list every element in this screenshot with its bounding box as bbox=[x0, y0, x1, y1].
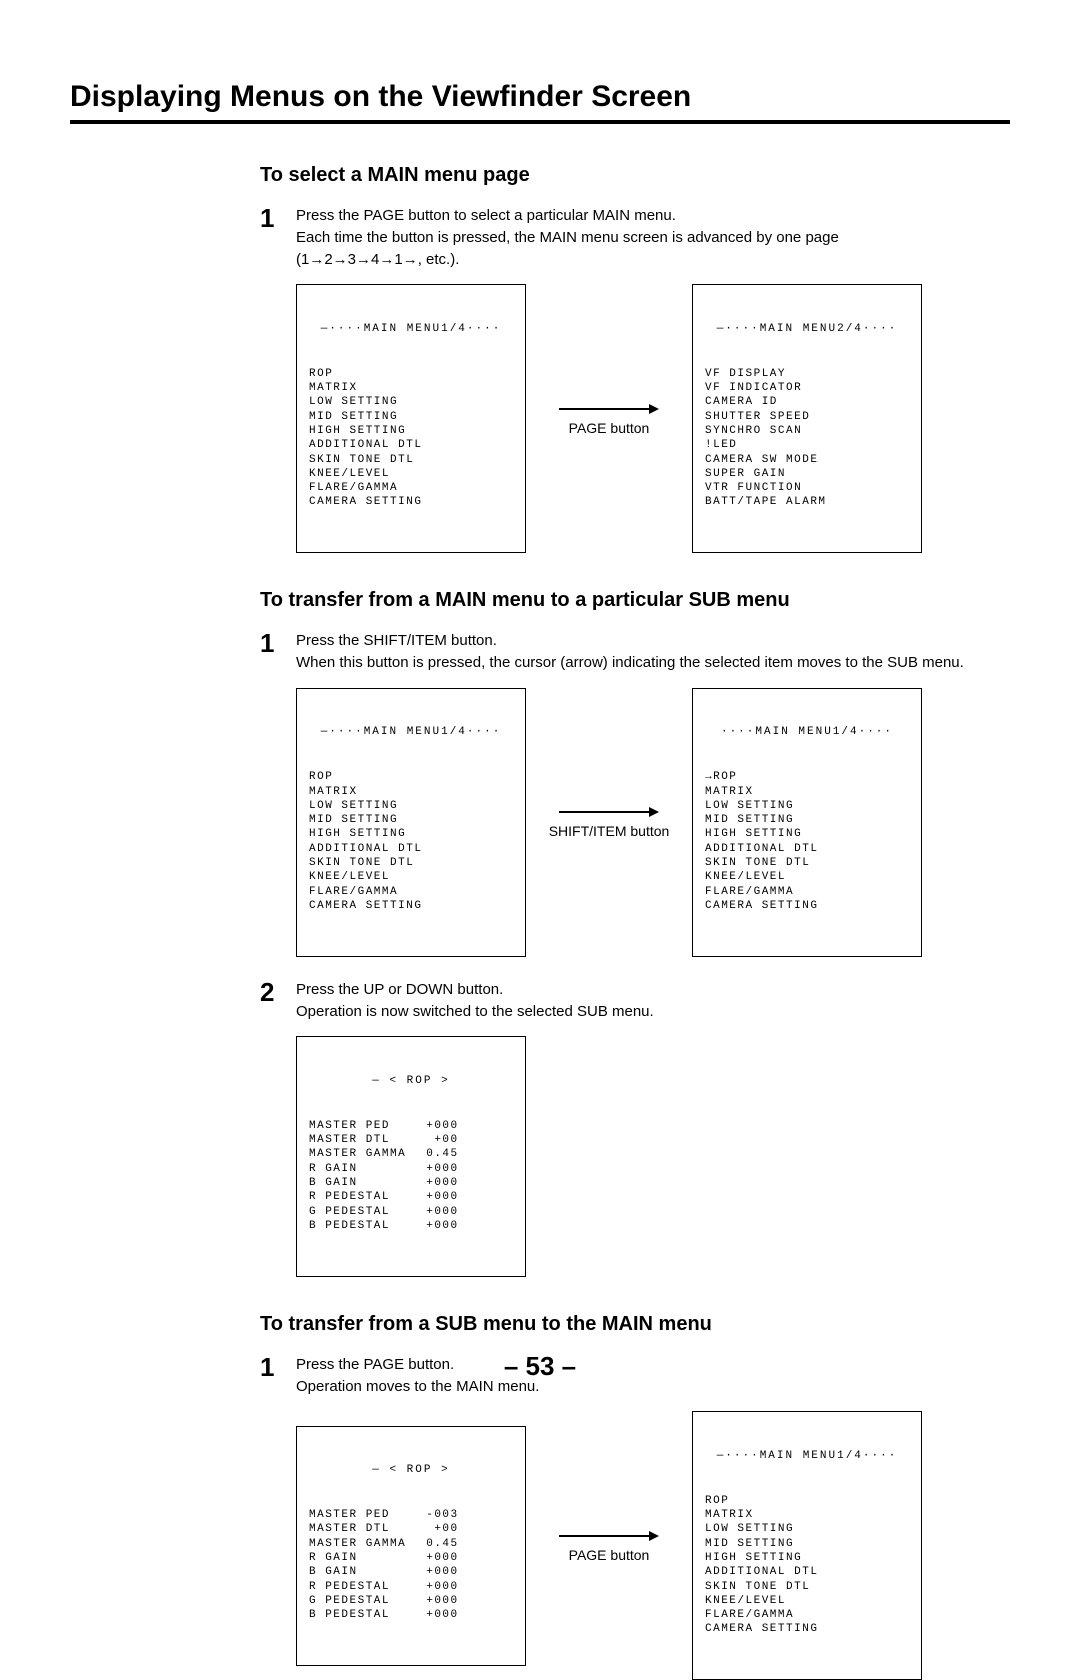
step-number: 1 bbox=[260, 205, 296, 231]
rop-table: MASTER PED-003MASTER DTL+00MASTER GAMMA0… bbox=[309, 1508, 465, 1622]
menu-items: ROP MATRIX LOW SETTING MID SETTING HIGH … bbox=[705, 1494, 909, 1637]
page-number: – 53 – bbox=[0, 1351, 1080, 1382]
step: 2 Press the UP or DOWN button. Operation… bbox=[260, 979, 1010, 1023]
menu-title: — < ROP > bbox=[309, 1463, 513, 1477]
section-heading: To select a MAIN menu page bbox=[260, 164, 1010, 187]
arrow-right-icon bbox=[559, 1529, 659, 1543]
step-text: Operation is now switched to the selecte… bbox=[296, 1001, 1010, 1023]
menu-title: —····MAIN MENU1/4···· bbox=[705, 1449, 909, 1463]
section-main-to-sub: To transfer from a MAIN menu to a partic… bbox=[260, 589, 1010, 1277]
menu-items: VF DISPLAY VF INDICATOR CAMERA ID SHUTTE… bbox=[705, 367, 909, 510]
menu-box-c: —····MAIN MENU1/4···· ROP MATRIX LOW SET… bbox=[692, 1411, 922, 1680]
step: 1 Press the PAGE button to select a part… bbox=[260, 205, 1010, 270]
arrow-label: PAGE button bbox=[569, 420, 650, 436]
diagram-row: — < ROP > MASTER PED+000MASTER DTL+00MAS… bbox=[296, 1036, 1010, 1276]
section-select-main: To select a MAIN menu page 1 Press the P… bbox=[260, 164, 1010, 553]
arrow-block: PAGE button bbox=[544, 402, 674, 436]
step-text: When this button is pressed, the cursor … bbox=[296, 652, 1010, 674]
menu-box-main1: —····MAIN MENU1/4···· ROP MATRIX LOW SET… bbox=[296, 284, 526, 553]
arrow-right-icon bbox=[559, 805, 659, 819]
step-text: Each time the button is pressed, the MAI… bbox=[296, 227, 1010, 249]
menu-title: ····MAIN MENU1/4···· bbox=[705, 725, 909, 739]
menu-items: ROP MATRIX LOW SETTING MID SETTING HIGH … bbox=[309, 367, 513, 510]
arrow-block: SHIFT/ITEM button bbox=[544, 805, 674, 839]
step-text: Press the UP or DOWN button. bbox=[296, 979, 1010, 1001]
step: 1 Press the SHIFT/ITEM button. When this… bbox=[260, 630, 1010, 674]
menu-title: —····MAIN MENU1/4···· bbox=[309, 725, 513, 739]
rop-box: — < ROP > MASTER PED+000MASTER DTL+00MAS… bbox=[296, 1036, 526, 1276]
step-number: 2 bbox=[260, 979, 296, 1005]
arrow-label: SHIFT/ITEM button bbox=[549, 823, 670, 839]
diagram-row: —····MAIN MENU1/4···· ROP MATRIX LOW SET… bbox=[296, 284, 1010, 553]
section-heading: To transfer from a SUB menu to the MAIN … bbox=[260, 1313, 1010, 1336]
menu-box-a: —····MAIN MENU1/4···· ROP MATRIX LOW SET… bbox=[296, 688, 526, 957]
arrow-right-icon bbox=[559, 402, 659, 416]
diagram-row: — < ROP > MASTER PED-003MASTER DTL+00MAS… bbox=[296, 1411, 1010, 1680]
rop-table: MASTER PED+000MASTER DTL+00MASTER GAMMA0… bbox=[309, 1119, 465, 1233]
menu-box-main2: —····MAIN MENU2/4···· VF DISPLAY VF INDI… bbox=[692, 284, 922, 553]
menu-items: →ROP MATRIX LOW SETTING MID SETTING HIGH… bbox=[705, 770, 909, 913]
page-title: Displaying Menus on the Viewfinder Scree… bbox=[70, 80, 1010, 124]
section-heading: To transfer from a MAIN menu to a partic… bbox=[260, 589, 1010, 612]
diagram-row: —····MAIN MENU1/4···· ROP MATRIX LOW SET… bbox=[296, 688, 1010, 957]
step-body: Press the SHIFT/ITEM button. When this b… bbox=[296, 630, 1010, 674]
menu-title: — < ROP > bbox=[309, 1074, 513, 1088]
arrow-label: PAGE button bbox=[569, 1547, 650, 1563]
menu-title: —····MAIN MENU1/4···· bbox=[309, 322, 513, 336]
step-text: Press the SHIFT/ITEM button. bbox=[296, 630, 1010, 652]
menu-box-b: ····MAIN MENU1/4···· →ROP MATRIX LOW SET… bbox=[692, 688, 922, 957]
step-number: 1 bbox=[260, 630, 296, 656]
arrow-block: PAGE button bbox=[544, 1529, 674, 1563]
menu-items: ROP MATRIX LOW SETTING MID SETTING HIGH … bbox=[309, 770, 513, 913]
step-text: (1→2→3→4→1→, etc.). bbox=[296, 249, 1010, 271]
rop-box: — < ROP > MASTER PED-003MASTER DTL+00MAS… bbox=[296, 1426, 526, 1666]
menu-title: —····MAIN MENU2/4···· bbox=[705, 322, 909, 336]
step-body: Press the UP or DOWN button. Operation i… bbox=[296, 979, 1010, 1023]
step-text: Press the PAGE button to select a partic… bbox=[296, 205, 1010, 227]
step-body: Press the PAGE button to select a partic… bbox=[296, 205, 1010, 270]
